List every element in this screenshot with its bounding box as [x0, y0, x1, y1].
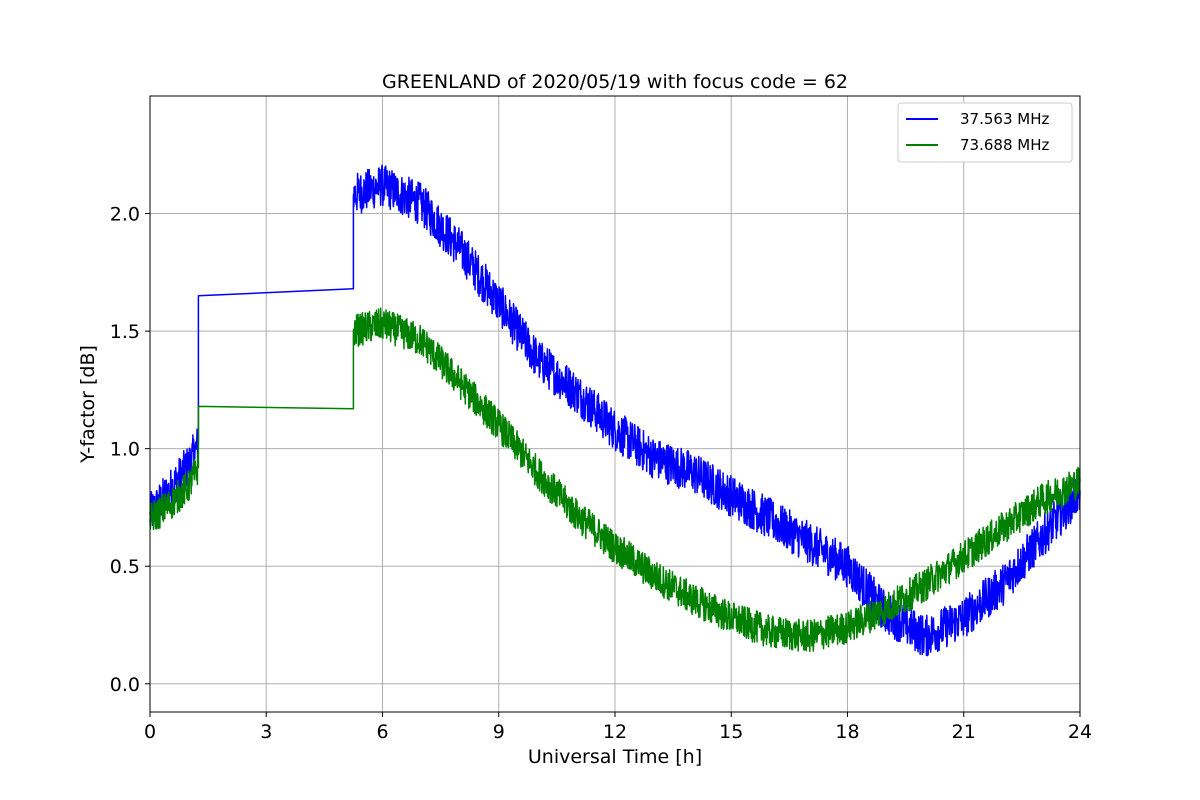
y-tick-label: 0.0	[110, 674, 140, 696]
legend: 37.563 MHz 73.688 MHz	[898, 103, 1072, 162]
legend-label-73mhz: 73.688 MHz	[960, 136, 1049, 154]
x-tick-label: 12	[603, 721, 627, 743]
x-tick-label: 3	[260, 721, 272, 743]
x-tick-label: 24	[1068, 721, 1092, 743]
plot-area	[150, 96, 1080, 712]
x-tick-label: 9	[493, 721, 505, 743]
chart-title: GREENLAND of 2020/05/19 with focus code …	[382, 71, 848, 93]
x-axis-label: Universal Time [h]	[528, 746, 702, 768]
x-tick-label: 21	[952, 721, 976, 743]
y-tick-label: 1.0	[110, 439, 140, 461]
x-tick-label: 0	[144, 721, 156, 743]
x-tick-label: 15	[719, 721, 743, 743]
y-tick-label: 1.5	[110, 321, 140, 343]
y-tick-label: 2.0	[110, 204, 140, 226]
x-tick-label: 18	[835, 721, 859, 743]
y-axis-label: Y-factor [dB]	[77, 345, 99, 464]
x-tick-label: 6	[376, 721, 388, 743]
y-tick-label: 0.5	[110, 556, 140, 578]
legend-label-37mhz: 37.563 MHz	[960, 110, 1049, 128]
